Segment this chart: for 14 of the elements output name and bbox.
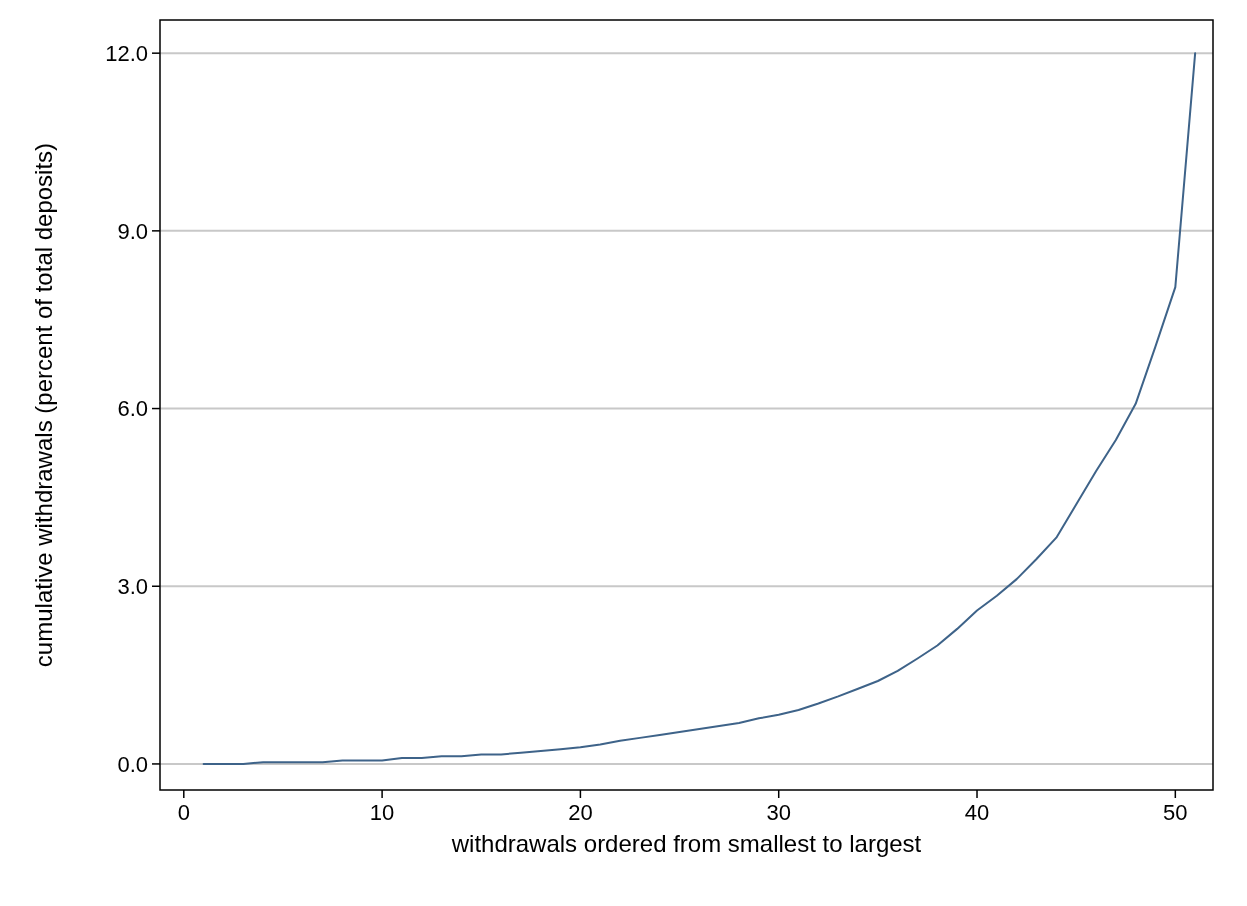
y-tick-label: 0.0	[117, 751, 148, 777]
y-tick-label: 9.0	[117, 218, 148, 244]
y-axis-title: cumulative withdrawals (percent of total deposits)	[30, 142, 57, 668]
x-tick-label: 40	[964, 800, 990, 825]
y-tick-label: 12.0	[105, 40, 148, 66]
x-tick-label: 10	[369, 800, 395, 825]
line-series	[202, 52, 1197, 765]
x-tick-label: 20	[568, 800, 593, 825]
y-tick-label: 6.0	[117, 396, 148, 422]
x-axis-title: withdrawals ordered from smallest to largest	[450, 830, 922, 857]
y-tick-label: 3.0	[117, 573, 148, 599]
x-tick-label: 0	[177, 800, 190, 825]
x-tick-label: 30	[766, 800, 791, 825]
x-tick-label: 50	[1163, 800, 1188, 825]
